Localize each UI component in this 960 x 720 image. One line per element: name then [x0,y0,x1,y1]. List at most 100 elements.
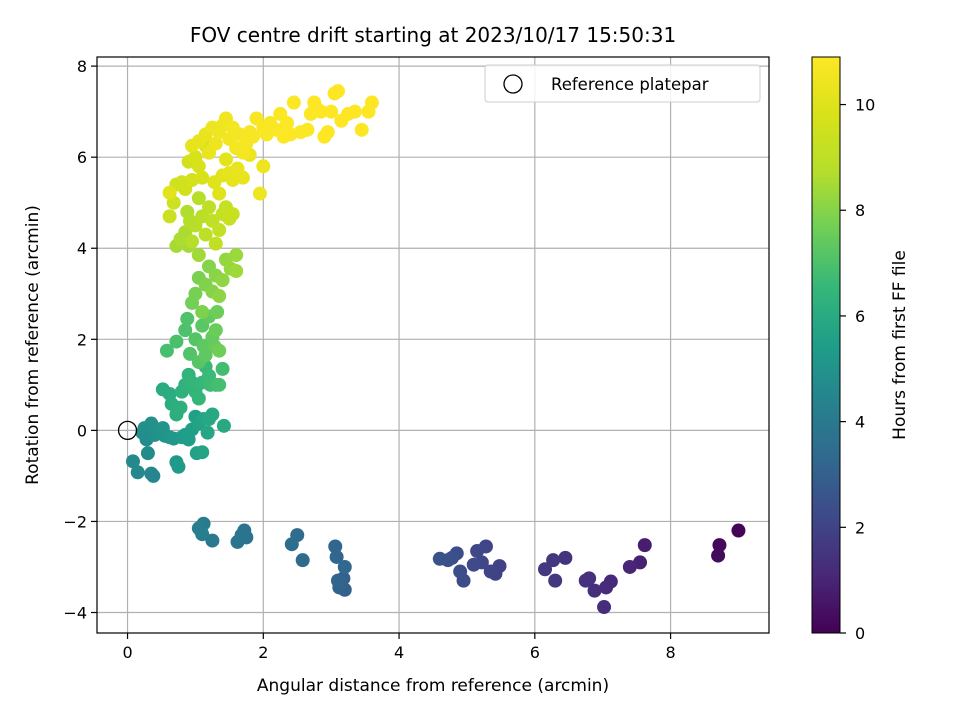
reference-point [117,420,138,441]
data-point [140,446,155,461]
data-point [208,323,223,338]
data-point [229,264,244,279]
data-point [483,564,498,579]
colorbar-ticks: 0 2 4 6 8 10 [840,96,875,643]
data-point [280,116,295,131]
data-point [159,343,174,358]
data-point [712,538,727,553]
data-point [230,534,245,549]
plot-frame [96,56,770,634]
data-point [191,159,206,174]
y-tick-label: −4 [63,604,87,623]
colorbar-tick-label: 2 [855,518,865,537]
data-point [191,248,206,263]
legend-box [484,64,761,103]
x-tick-label: 4 [394,643,404,662]
y-tick-label: 4 [77,239,87,258]
x-tick-label: 2 [258,643,268,662]
data-point [364,95,379,110]
data-point [212,186,227,201]
data-point [195,304,210,319]
data-point [182,346,197,361]
x-axis-label: Angular distance from reference (arcmin) [257,676,609,696]
data-point [198,227,213,242]
data-point [711,548,726,563]
data-point [300,122,315,137]
data-point [558,550,573,565]
data-point [162,185,177,200]
data-point [212,377,227,392]
data-point [324,104,339,119]
data-point [210,304,225,319]
data-point [195,445,210,460]
data-point [330,573,345,588]
colorbar-tick-label: 4 [855,413,865,432]
data-point [216,418,231,433]
data-point [252,186,267,201]
data-point [195,527,210,542]
data-point [330,84,345,99]
data-point [188,286,203,301]
data-point [169,334,184,349]
data-point [546,553,561,568]
data-point [225,207,240,222]
x-tick-label: 8 [665,643,675,662]
colorbar-gradient [811,56,841,634]
data-point [320,125,335,140]
data-point [195,170,210,185]
data-point [256,159,271,174]
x-tick-label: 6 [530,643,540,662]
data-point [284,537,299,552]
data-point [208,136,223,151]
data-point [599,580,614,595]
data-point [235,170,250,185]
data-point [208,236,223,251]
colorbar-tick-label: 6 [855,307,865,326]
data-point [295,553,310,568]
colorbar-tick-label: 10 [855,96,875,115]
data-point [587,583,602,598]
x-tick-label: 0 [122,643,132,662]
colorbar-tick-label: 8 [855,201,865,220]
y-tick-label: 0 [77,421,87,440]
data-point [215,273,230,288]
data-point [578,573,593,588]
data-point [328,539,343,554]
data-point [212,223,227,238]
y-tick-label: −2 [63,512,87,531]
data-point [347,104,362,119]
data-point [215,361,230,376]
data-point [548,573,563,588]
data-point [218,152,233,167]
data-point [432,551,447,566]
data-point [597,600,612,615]
data-point [191,391,206,406]
data-point [731,523,746,538]
legend: Reference platepar [484,64,761,103]
x-axis-ticks: 0 2 4 6 8 [122,633,676,662]
colorbar-tick-label: 0 [855,624,865,643]
legend-marker-circle-icon [503,74,523,94]
data-point [205,533,220,548]
data-point [178,323,193,338]
data-point [173,400,188,415]
data-point [191,191,206,206]
data-point [314,104,328,119]
data-point [470,544,485,559]
y-axis-label: Rotation from reference (arcmin) [23,205,43,485]
data-point [180,311,195,326]
data-point [212,343,227,358]
data-point [144,466,159,481]
data-point [354,122,369,137]
y-tick-label: 8 [77,57,87,76]
data-point [246,129,261,144]
data-point [286,95,301,110]
data-point [466,557,481,572]
data-point [453,564,468,579]
legend-entry: Reference platepar [551,75,709,94]
colorbar: 0 2 4 6 8 10 Hours from first FF file [811,56,910,643]
chart-title: FOV centre drift starting at 2023/10/17 … [190,23,676,47]
data-point [200,425,215,440]
data-point [202,200,216,215]
data-point [337,559,352,574]
